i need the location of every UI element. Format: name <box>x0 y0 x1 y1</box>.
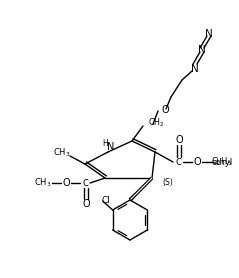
Text: O: O <box>175 135 183 145</box>
Text: C: C <box>82 178 88 187</box>
Text: C$_2$H$_5$: C$_2$H$_5$ <box>211 156 233 168</box>
Text: H: H <box>102 138 108 148</box>
Text: ethyl: ethyl <box>211 158 233 167</box>
Text: O: O <box>193 157 201 167</box>
Text: CH$_3$: CH$_3$ <box>53 147 71 159</box>
Text: Cl: Cl <box>101 195 110 205</box>
Text: CH$_3$: CH$_3$ <box>34 177 52 189</box>
Text: N: N <box>191 64 199 74</box>
Text: N: N <box>198 45 206 55</box>
Polygon shape <box>129 178 152 202</box>
Text: O: O <box>162 105 170 115</box>
Text: N: N <box>205 29 213 39</box>
Text: C: C <box>175 158 181 167</box>
Text: O: O <box>82 199 90 209</box>
Text: CH$_2$: CH$_2$ <box>148 117 165 129</box>
Text: (S): (S) <box>163 177 173 187</box>
Text: O: O <box>62 178 70 188</box>
Text: N: N <box>107 142 115 152</box>
